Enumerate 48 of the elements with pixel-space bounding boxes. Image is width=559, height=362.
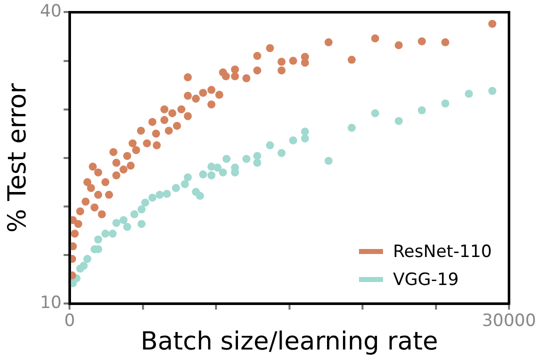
point <box>172 184 180 192</box>
point <box>300 128 309 136</box>
point <box>112 218 120 227</box>
point <box>266 141 274 150</box>
point <box>138 220 146 228</box>
point <box>488 86 496 95</box>
point <box>222 154 230 163</box>
y-axis-title: % Test error <box>2 82 32 233</box>
point <box>199 170 208 178</box>
point <box>300 134 309 142</box>
point <box>348 124 356 132</box>
x-axis-title: Batch size/learning rate <box>140 326 438 356</box>
point <box>278 149 286 158</box>
point <box>253 152 262 160</box>
point <box>196 192 204 200</box>
y-tick-label: 40 <box>40 2 62 22</box>
point <box>418 106 426 114</box>
point <box>101 230 110 238</box>
legend-label: VGG-19 <box>393 270 459 290</box>
point <box>180 180 189 188</box>
point <box>324 156 333 165</box>
point <box>94 235 102 244</box>
point <box>218 168 227 176</box>
y-tick-label: 10 <box>40 293 62 314</box>
point <box>184 173 192 182</box>
point <box>242 154 250 163</box>
point <box>394 116 403 125</box>
point <box>253 158 262 167</box>
point <box>371 109 380 118</box>
point <box>162 190 171 198</box>
point <box>83 254 92 263</box>
point <box>441 100 450 108</box>
x-tick-label: 0 <box>64 311 76 332</box>
point <box>138 205 146 214</box>
point <box>464 90 473 98</box>
point <box>80 262 88 270</box>
point <box>123 222 132 231</box>
point <box>108 230 117 238</box>
legend-label: ResNet-110 <box>393 242 492 262</box>
point <box>148 194 156 202</box>
point <box>141 198 150 207</box>
point <box>120 216 128 224</box>
point <box>156 190 164 199</box>
point <box>207 171 216 180</box>
point <box>130 210 138 218</box>
x-tick-label: 30000 <box>482 311 536 332</box>
point <box>207 162 216 171</box>
point <box>289 136 298 144</box>
